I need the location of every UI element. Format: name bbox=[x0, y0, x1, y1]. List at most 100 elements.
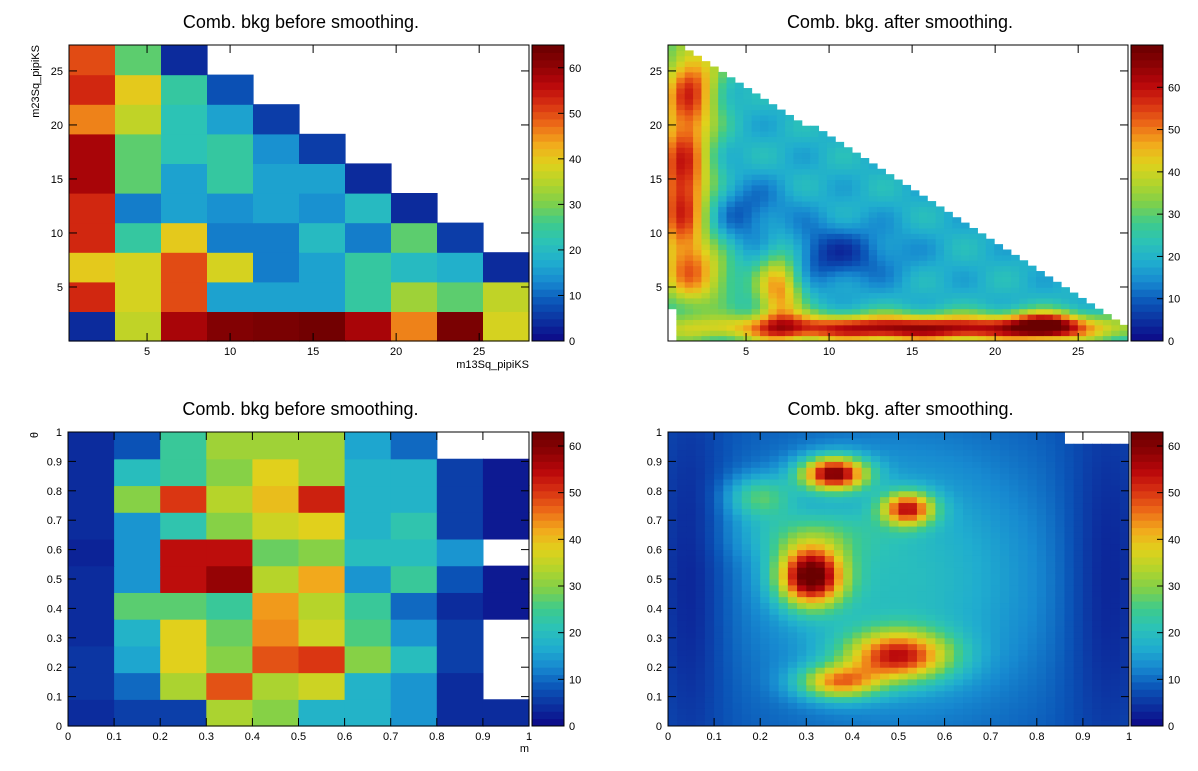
heatmap-cell bbox=[668, 152, 677, 159]
heatmap-cell bbox=[953, 549, 964, 556]
heatmap-cell bbox=[668, 292, 677, 299]
heatmap-cell bbox=[944, 567, 955, 574]
heatmap-cell bbox=[787, 502, 798, 509]
heatmap-cell bbox=[668, 655, 678, 662]
heatmap-cell bbox=[732, 620, 743, 627]
heatmap-cell bbox=[693, 125, 702, 132]
heatmap-cell bbox=[743, 125, 753, 132]
heatmap-cell bbox=[686, 649, 697, 656]
heatmap-cell bbox=[1046, 508, 1056, 515]
heatmap-cell bbox=[818, 330, 828, 337]
heatmap-cell bbox=[797, 690, 807, 698]
heatmap-cell bbox=[999, 449, 1010, 457]
heatmap-cell bbox=[704, 714, 715, 721]
heatmap-cell bbox=[677, 496, 687, 504]
heatmap-cell bbox=[769, 608, 780, 615]
heatmap-cell bbox=[785, 260, 794, 267]
heatmap-cell bbox=[990, 437, 1001, 445]
heatmap-cell bbox=[981, 637, 992, 645]
heatmap-cell bbox=[778, 626, 789, 633]
heatmap-cell bbox=[1052, 324, 1062, 331]
heatmap-cell bbox=[944, 297, 953, 304]
heatmap-cell bbox=[916, 549, 927, 556]
heatmap-cell bbox=[1082, 461, 1093, 468]
heatmap-cell bbox=[990, 643, 1001, 651]
heatmap-cell bbox=[298, 538, 346, 567]
heatmap-cell bbox=[944, 508, 955, 515]
heatmap-cell bbox=[776, 217, 786, 224]
colorbar-segment bbox=[532, 52, 564, 61]
heatmap-cell bbox=[760, 437, 770, 445]
heatmap-cell bbox=[760, 561, 770, 568]
heatmap-cell bbox=[69, 281, 116, 312]
heatmap-cell bbox=[1027, 661, 1038, 668]
heatmap-cell bbox=[963, 449, 973, 457]
heatmap-cell bbox=[870, 531, 881, 539]
heatmap-cell bbox=[787, 432, 798, 439]
heatmap-cell bbox=[902, 254, 912, 261]
heatmap-cell bbox=[815, 596, 826, 604]
heatmap-cell bbox=[1009, 526, 1019, 533]
heatmap-cell bbox=[852, 190, 861, 197]
heatmap-cell bbox=[902, 206, 912, 213]
heatmap-cell bbox=[1046, 555, 1056, 562]
heatmap-cell bbox=[1046, 678, 1056, 686]
heatmap-cell bbox=[801, 206, 811, 213]
heatmap-cell bbox=[751, 330, 761, 337]
heatmap-cell bbox=[826, 287, 836, 294]
heatmap-cell bbox=[684, 125, 694, 132]
heatmap-cell bbox=[927, 238, 937, 245]
heatmap-cell bbox=[760, 490, 770, 498]
heatmap-cell bbox=[732, 637, 743, 645]
heatmap-cell bbox=[935, 690, 946, 698]
heatmap-cell bbox=[1055, 579, 1065, 586]
heatmap-cell bbox=[750, 514, 761, 521]
heatmap-cell bbox=[676, 104, 686, 111]
heatmap-cell bbox=[981, 537, 992, 545]
heatmap-cell bbox=[818, 314, 828, 320]
heatmap-cell bbox=[709, 93, 719, 100]
heatmap-cell bbox=[1027, 455, 1038, 462]
heatmap-cell bbox=[868, 201, 878, 207]
heatmap-cell bbox=[390, 645, 438, 674]
heatmap-cell bbox=[207, 252, 254, 283]
heatmap-cell bbox=[709, 308, 719, 315]
heatmap-cell bbox=[885, 287, 895, 294]
heatmap-cell bbox=[902, 265, 912, 272]
heatmap-cell bbox=[1010, 260, 1020, 267]
heatmap-cell bbox=[1119, 620, 1130, 627]
heatmap-cell bbox=[298, 592, 346, 620]
heatmap-cell bbox=[963, 661, 973, 668]
heatmap-cell bbox=[668, 649, 678, 656]
heatmap-cell bbox=[726, 292, 736, 299]
heatmap-cell bbox=[918, 260, 928, 267]
heatmap-cell bbox=[860, 206, 870, 213]
heatmap-cell bbox=[701, 88, 711, 94]
heatmap-cell bbox=[889, 455, 899, 462]
heatmap-cell bbox=[709, 271, 719, 277]
heatmap-cell bbox=[944, 319, 953, 326]
heatmap-cell bbox=[1044, 319, 1054, 326]
heatmap-cell bbox=[927, 249, 937, 256]
heatmap-cell bbox=[751, 211, 761, 218]
heatmap-cell bbox=[935, 461, 946, 468]
heatmap-cell bbox=[1036, 673, 1047, 680]
heatmap-cell bbox=[972, 531, 982, 539]
heatmap-cell bbox=[785, 211, 794, 218]
heatmap-cell bbox=[806, 649, 817, 656]
heatmap-cell bbox=[861, 631, 872, 639]
heatmap-cell bbox=[718, 276, 728, 283]
heatmap-cell bbox=[714, 467, 724, 474]
colorbar-segment bbox=[532, 446, 564, 455]
heatmap-cell bbox=[843, 238, 853, 245]
heatmap-cell bbox=[981, 643, 992, 651]
heatmap-cell bbox=[898, 661, 909, 668]
heatmap-cell bbox=[115, 74, 162, 105]
heatmap-cell bbox=[833, 643, 844, 651]
heatmap-cell bbox=[1055, 696, 1065, 703]
heatmap-cell bbox=[999, 631, 1010, 639]
heatmap-cell bbox=[918, 206, 928, 213]
heatmap-cell bbox=[115, 133, 162, 164]
heatmap-cell bbox=[1061, 335, 1070, 342]
x-tick-label: 0.1 bbox=[106, 731, 121, 743]
